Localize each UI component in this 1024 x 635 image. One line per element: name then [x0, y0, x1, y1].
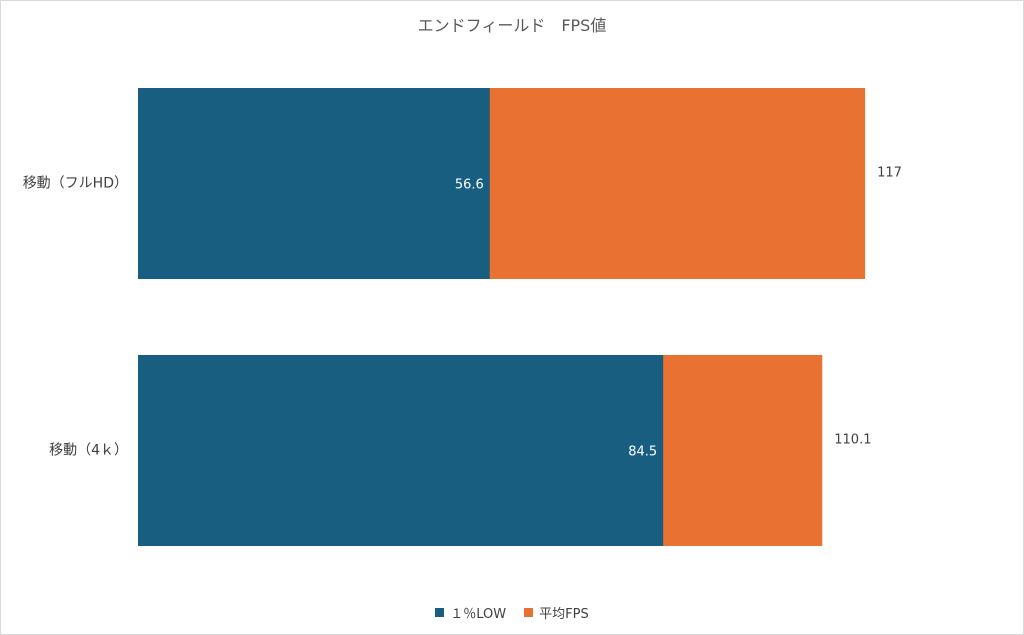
data-label-average-1: 110.1: [834, 433, 871, 448]
category-label-0: 移動（フルHD）: [23, 176, 128, 192]
bar-low-0: [138, 88, 490, 279]
legend-item-average: 平均FPS: [524, 603, 589, 622]
legend-label-low: １％LOW: [450, 607, 507, 622]
legend-item-low: １％LOW: [435, 603, 506, 622]
chart-title: エンドフィールド FPS値: [417, 16, 607, 35]
legend: １％LOW 平均FPS: [0, 603, 1024, 622]
legend-swatch-low: [435, 608, 445, 617]
data-label-low-1: 84.5: [628, 445, 657, 460]
bar-low-1: [138, 355, 664, 546]
category-label-1: 移動（4ｋ）: [49, 443, 128, 459]
legend-swatch-average: [524, 608, 534, 617]
data-label-average-0: 117: [877, 166, 902, 181]
legend-label-average: 平均FPS: [539, 607, 589, 622]
data-label-low-0: 56.6: [455, 178, 484, 193]
